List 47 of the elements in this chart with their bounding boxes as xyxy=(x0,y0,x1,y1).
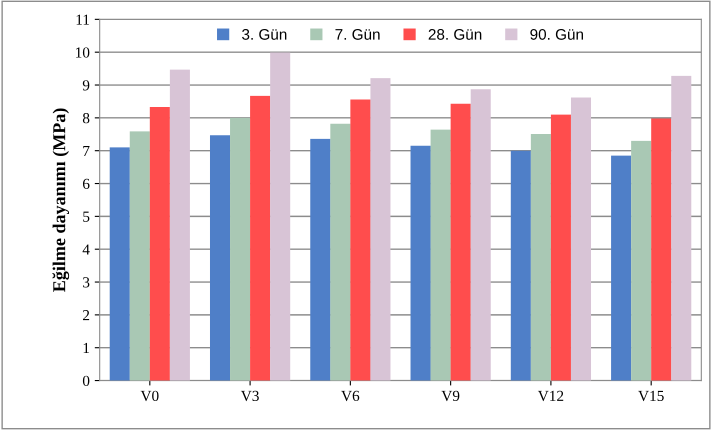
bar xyxy=(250,96,270,381)
bar xyxy=(310,138,330,381)
bar xyxy=(230,118,250,381)
y-tick-label: 11 xyxy=(76,14,90,25)
y-tick-label: 0 xyxy=(82,376,90,386)
y-tick-label: 6 xyxy=(82,178,90,189)
bar xyxy=(370,78,390,381)
bar xyxy=(350,99,370,381)
y-tick-label: 7 xyxy=(83,146,90,156)
x-tick-label: V15 xyxy=(638,390,664,402)
bar xyxy=(671,76,692,381)
bar xyxy=(410,146,431,381)
y-tick-label: 10 xyxy=(76,47,90,58)
bar xyxy=(270,52,290,381)
bar xyxy=(631,140,652,381)
bar xyxy=(110,147,130,381)
legend-label: 7. Gün xyxy=(335,29,380,40)
x-tick-label: V0 xyxy=(140,390,159,402)
x-tick-label: V12 xyxy=(538,390,564,402)
legend-label: 28. Gün xyxy=(428,29,482,40)
bar xyxy=(530,134,551,381)
bar xyxy=(611,156,632,381)
y-tick-label: 5 xyxy=(83,212,90,222)
bar xyxy=(130,131,150,381)
bar xyxy=(570,98,592,381)
y-tick-label: 2 xyxy=(82,310,90,320)
y-tick-label: 1 xyxy=(84,342,90,354)
legend-label: 90. Gün xyxy=(530,29,583,40)
bar xyxy=(150,107,170,381)
bar xyxy=(510,150,531,381)
bar xyxy=(450,104,471,381)
bar xyxy=(330,124,350,381)
y-tick-label: 3 xyxy=(83,277,90,288)
x-tick-label: V6 xyxy=(341,390,360,402)
legend-label: 3. Gün xyxy=(242,29,286,40)
y-tick-label: 4 xyxy=(82,244,90,255)
x-tick-label: V9 xyxy=(441,390,460,402)
bar xyxy=(550,114,571,381)
bar xyxy=(170,70,190,381)
y-axis-title: Eğilme dayanımı (MPa) xyxy=(52,108,70,292)
bar xyxy=(210,135,230,381)
bar xyxy=(430,130,451,381)
bar xyxy=(651,118,672,381)
y-tick-label: 8 xyxy=(82,113,90,124)
y-tick-label: 9 xyxy=(82,80,90,90)
x-tick-label: V3 xyxy=(240,390,259,402)
bar xyxy=(470,89,491,381)
